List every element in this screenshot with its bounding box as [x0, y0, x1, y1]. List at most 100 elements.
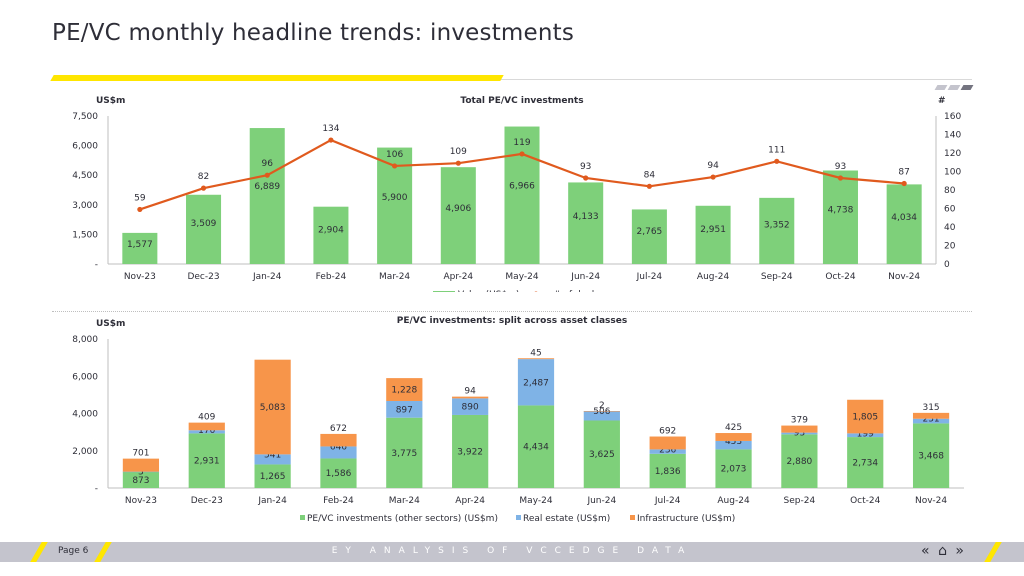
y-tick-label: 1,500 — [72, 230, 98, 240]
deals-data-label: 87 — [898, 168, 909, 178]
stack-segment-infrastructure — [452, 396, 489, 399]
total-investments-chart: US$m # Total PE/VC investments - 1,500 3,000 4… — [72, 96, 961, 292]
deals-point — [710, 174, 716, 180]
value-bar — [631, 209, 667, 264]
stack-segment-infrastructure — [517, 358, 555, 360]
next-page-icon[interactable]: » — [955, 543, 966, 559]
x-tick-label: Nov-23 — [125, 496, 157, 506]
segment-data-label: 1,805 — [852, 413, 878, 423]
stack-segment-real-estate — [386, 400, 423, 418]
value-bar — [695, 205, 731, 264]
y-tick-label: 4,000 — [72, 410, 98, 420]
x-tick-label: Apr-24 — [455, 496, 485, 506]
legend-marker-deals — [534, 291, 538, 292]
y2-axis-label: # — [938, 96, 946, 106]
segment-data-label: 2,734 — [852, 459, 878, 469]
footer-bar: Page 6 EY ANALYSIS OF VCCEDGE DATA « ⌂ » — [0, 542, 1024, 562]
deals-point — [837, 175, 844, 181]
bar-data-label: 5,900 — [382, 193, 408, 203]
x-tick-label: Apr-24 — [443, 272, 473, 282]
x-tick-label: Nov-23 — [124, 272, 156, 282]
stack-segment-real-estate — [122, 471, 160, 473]
segment-data-label: 3,775 — [391, 449, 417, 459]
stack-segment-real-estate — [452, 398, 489, 415]
segment-data-label: 1,836 — [655, 467, 681, 477]
x-tick-label: Jul-24 — [654, 496, 681, 506]
y-tick-label: 6,000 — [72, 372, 98, 382]
segment-data-label: 3 — [138, 468, 144, 478]
value-bar — [249, 128, 285, 264]
deals-data-label: 84 — [644, 170, 656, 180]
x-tick-label: Jun-24 — [586, 496, 616, 506]
segment-data-label: 93 — [794, 429, 805, 439]
deals-data-label: 96 — [262, 159, 274, 169]
deals-data-label: 93 — [835, 162, 846, 172]
deals-data-label: 93 — [580, 162, 591, 172]
segment-data-label: 236 — [659, 445, 676, 455]
y2-tick-label: 0 — [944, 260, 950, 270]
stack-segment-infrastructure — [122, 458, 160, 472]
segment-data-label: 379 — [791, 416, 808, 426]
segment-data-label: 251 — [922, 415, 939, 425]
deals-point — [200, 185, 207, 191]
x-tick-label: May-24 — [519, 496, 552, 506]
x-tick-label: Jun-24 — [570, 272, 600, 282]
y-tick-label: 2,000 — [72, 447, 98, 457]
segment-data-label: 409 — [198, 413, 215, 423]
legend-label: Infrastructure (US$m) — [637, 514, 735, 524]
x-tick-label: Sep-24 — [761, 272, 793, 282]
x-tick-label: Feb-24 — [323, 496, 354, 506]
legend-swatch-value — [433, 291, 455, 292]
stack-segment-infrastructure — [254, 359, 291, 455]
segment-data-label: 453 — [725, 437, 742, 447]
y2-tick-label: 80 — [944, 186, 956, 196]
stack-segment-real-estate — [847, 433, 884, 438]
stack-segment-other-sectors — [715, 449, 752, 488]
home-icon[interactable]: ⌂ — [938, 543, 949, 559]
deals-point — [455, 160, 461, 166]
segment-data-label: 45 — [530, 348, 541, 358]
segment-data-label: 2,487 — [523, 378, 549, 388]
x-tick-label: Oct-24 — [825, 272, 856, 282]
deals-point — [137, 206, 143, 213]
x-tick-label: Aug-24 — [717, 496, 750, 506]
y2-tick-label: 60 — [944, 205, 956, 215]
bar-data-label: 1,577 — [127, 240, 153, 250]
stack-segment-real-estate — [254, 454, 291, 465]
page-title: PE/VC monthly headline trends: investmen… — [52, 20, 575, 46]
legend-label-deals: # of deals — [553, 290, 599, 292]
segment-data-label: 506 — [593, 407, 610, 417]
value-bar — [759, 197, 795, 264]
x-tick-label: Dec-23 — [191, 496, 223, 506]
segment-data-label: 897 — [396, 405, 413, 415]
stack-segment-other-sectors — [781, 434, 818, 488]
legend-label: PE/VC investments (other sectors) (US$m) — [307, 514, 498, 524]
x-tick-label: Feb-24 — [316, 272, 347, 282]
segment-data-label: 1,586 — [326, 469, 352, 479]
chart-title: Total PE/VC investments — [460, 96, 583, 106]
segment-data-label: 873 — [132, 476, 149, 486]
segment-data-label: 3,468 — [918, 452, 944, 462]
stack-segment-other-sectors — [912, 423, 950, 488]
previous-page-icon[interactable]: « — [921, 543, 932, 559]
segment-data-label: 3,625 — [589, 450, 615, 460]
bar-data-label: 6,966 — [509, 181, 535, 191]
y-tick-label: 7,500 — [72, 112, 98, 122]
deals-point — [264, 172, 270, 178]
deals-data-label: 111 — [768, 145, 785, 155]
segment-data-label: 94 — [464, 387, 476, 397]
x-tick-label: Aug-24 — [697, 272, 730, 282]
y-axis-label: US$m — [96, 96, 125, 106]
asset-class-split-chart: US$m PE/VC investments: split across asse… — [72, 316, 964, 524]
y2-tick-label: 120 — [944, 149, 961, 159]
x-tick-label: Nov-24 — [915, 496, 947, 506]
bar-data-label: 4,906 — [445, 204, 471, 214]
stack-segment-other-sectors — [847, 437, 884, 488]
stack-segment-other-sectors — [122, 471, 160, 488]
deals-point — [901, 180, 907, 187]
deals-data-label: 59 — [134, 193, 146, 203]
bar-data-label: 4,133 — [573, 212, 599, 222]
stack-segment-real-estate — [781, 432, 818, 435]
segment-data-label: 1,228 — [391, 386, 417, 396]
deals-point — [519, 151, 525, 157]
